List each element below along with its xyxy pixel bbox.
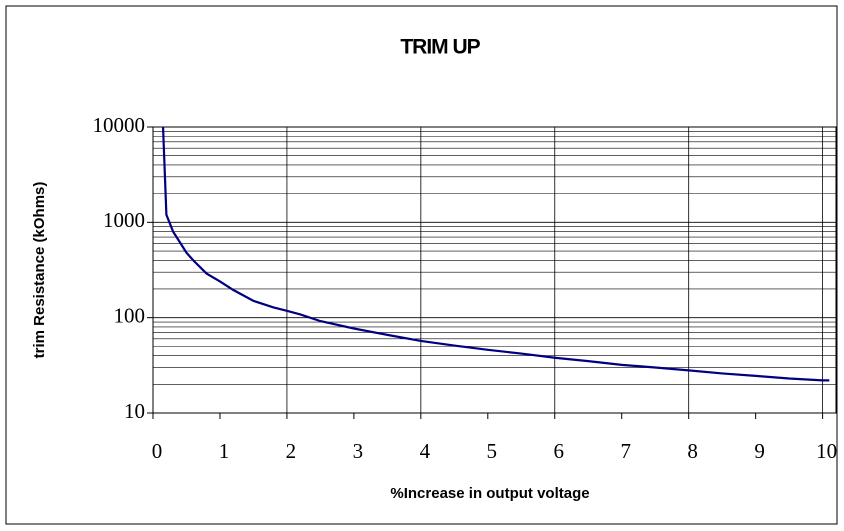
y-tick-label: 100 <box>114 303 146 327</box>
x-tick-label: 7 <box>620 439 631 463</box>
chart-title: TRIM UP <box>400 36 480 59</box>
x-tick-label: 9 <box>754 439 765 463</box>
x-tick-label: 5 <box>487 439 498 463</box>
x-tick-label: 1 <box>219 439 230 463</box>
y-tick-label: 1000 <box>103 208 145 232</box>
x-tick-label: 3 <box>353 439 364 463</box>
x-tick-label: 8 <box>687 439 698 463</box>
y-axis-label: trim Resistance (kOhms) <box>31 182 48 359</box>
y-tick-label: 10 <box>124 399 145 423</box>
plot-area <box>153 127 836 413</box>
data-line <box>161 126 830 382</box>
plot-frame <box>152 126 837 414</box>
x-tick-label: 10 <box>816 439 837 463</box>
x-tick-label: 6 <box>554 439 565 463</box>
x-tick-label: 0 <box>152 439 163 463</box>
x-tick-label: 2 <box>286 439 297 463</box>
x-axis-label: %Increase in output voltage <box>390 485 589 502</box>
y-tick-label: 10000 <box>93 113 146 137</box>
x-tick-label: 4 <box>420 439 431 463</box>
